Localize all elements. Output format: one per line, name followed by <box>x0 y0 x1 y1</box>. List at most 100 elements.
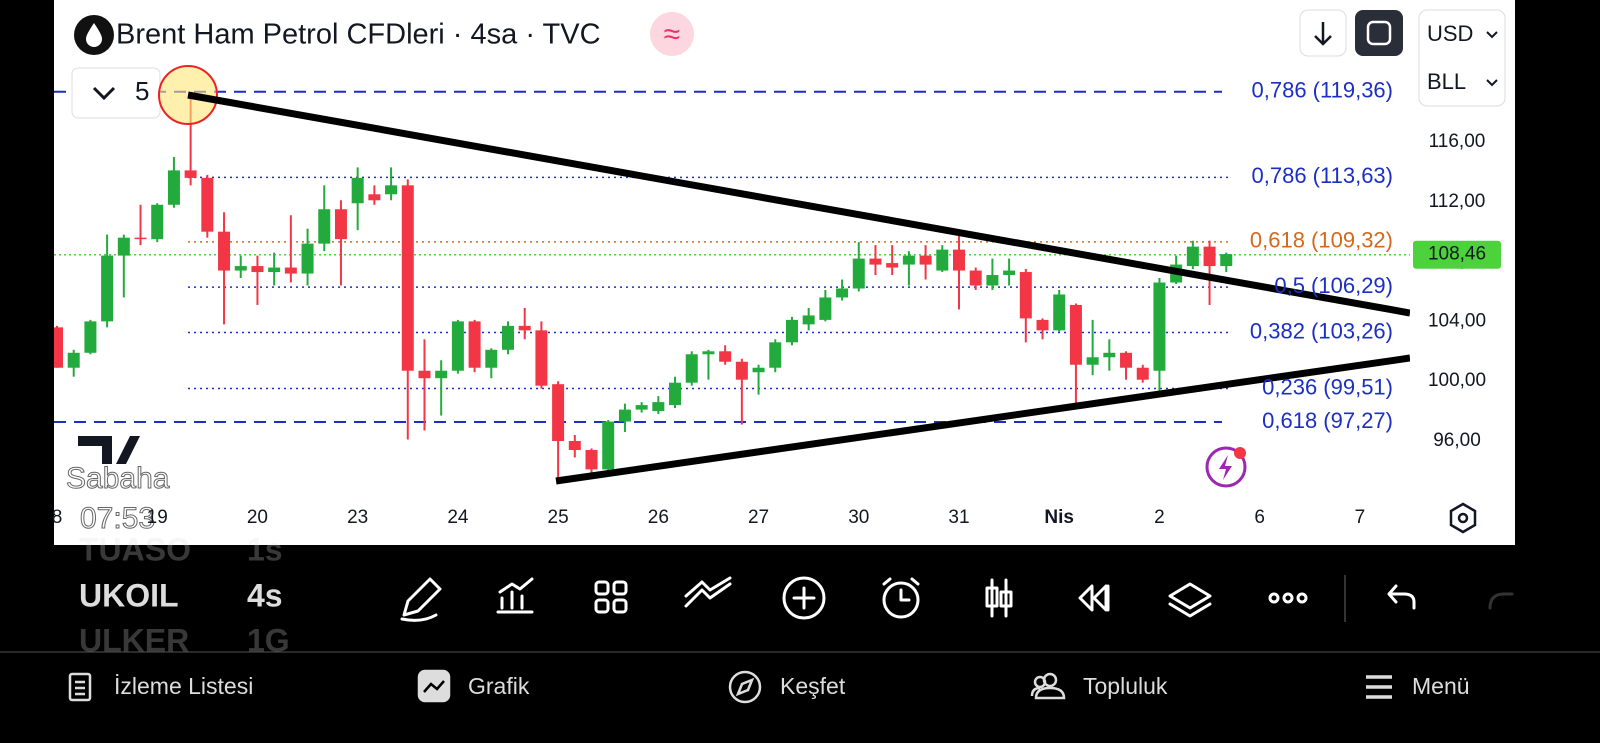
candle-body <box>117 237 130 256</box>
compare-icon[interactable] <box>684 576 732 608</box>
candle-body <box>351 177 364 204</box>
nav-label[interactable]: Menü <box>1412 673 1470 699</box>
unit[interactable]: BLL <box>1427 69 1466 94</box>
candle-body <box>134 237 147 240</box>
x-tick-label: 25 <box>548 507 569 528</box>
level-label[interactable]: 0,5 (106,29) <box>1274 273 1393 298</box>
candle-body <box>451 321 464 371</box>
undo-icon[interactable] <box>1387 584 1416 610</box>
badge[interactable] <box>650 12 694 56</box>
candle-body <box>167 170 180 205</box>
candle-body <box>785 319 798 343</box>
candle-body <box>67 352 80 368</box>
candle-body <box>1053 294 1066 331</box>
level-label[interactable]: 0,618 (109,32) <box>1250 228 1393 253</box>
explore-icon <box>728 670 762 704</box>
level-label[interactable]: 0,786 (113,63) <box>1252 163 1393 188</box>
candle-body <box>468 321 481 368</box>
candle-body <box>986 275 999 286</box>
level-label[interactable]: 0,236 (99,51) <box>1262 374 1393 399</box>
tv-logo <box>78 436 140 464</box>
candle-icon[interactable] <box>990 578 1008 618</box>
layout-icon[interactable] <box>594 580 610 596</box>
candle-body <box>84 321 97 353</box>
lines <box>75 680 85 696</box>
plot-area <box>54 90 1410 480</box>
candle-body <box>802 315 815 325</box>
watch-interval[interactable]: 1s <box>247 531 283 567</box>
more-dot[interactable] <box>1268 592 1280 604</box>
nav-label[interactable]: Keşfet <box>780 673 846 699</box>
candle-body <box>1120 352 1133 368</box>
last-price-label: 108,46 <box>1428 244 1486 265</box>
watch-symbol[interactable]: TUASO <box>79 531 191 567</box>
nav-label[interactable]: Topluluk <box>1083 673 1168 699</box>
candle-body <box>852 258 865 289</box>
symbol-title[interactable]: Brent Ham Petrol CFDleri · 4sa · TVC <box>116 19 601 51</box>
more-dot <box>1282 592 1294 604</box>
watch-interval[interactable]: 1G <box>247 622 290 658</box>
nav-label[interactable]: İzleme Listesi <box>114 673 253 699</box>
alert-icon[interactable] <box>1205 446 1247 488</box>
level-label[interactable]: 0,618 (97,27) <box>1262 408 1393 433</box>
candle-body <box>985 586 999 608</box>
fullscreen-icon <box>1366 20 1392 46</box>
candle-body <box>1019 272 1032 319</box>
candle-body <box>585 449 598 470</box>
candle-body <box>869 258 882 265</box>
candle-body <box>635 405 648 410</box>
candle-body <box>819 297 832 320</box>
candle-body <box>969 270 982 286</box>
x-tick-label: 24 <box>447 507 469 528</box>
indicators-icon[interactable] <box>496 577 534 614</box>
y-tick-label: 100,00 <box>1428 370 1486 391</box>
layout-icon <box>612 598 628 614</box>
level-label[interactable]: 0,786 (119,36) <box>1252 78 1393 103</box>
trend-line-upper[interactable] <box>187 91 1410 317</box>
add-icon[interactable] <box>782 576 826 620</box>
level-label[interactable]: 0,382 (103,26) <box>1250 318 1393 343</box>
redo-icon[interactable] <box>1488 592 1514 610</box>
layers-icon[interactable] <box>1168 582 1212 618</box>
candle-body <box>1103 352 1116 358</box>
candle-body <box>618 409 631 422</box>
currency[interactable]: USD <box>1427 21 1473 46</box>
draw-icon[interactable] <box>400 577 442 622</box>
nav-label[interactable]: Grafik <box>468 673 530 699</box>
down-icon <box>1314 22 1332 46</box>
candle-body <box>535 330 548 386</box>
x-tick-label: Nis <box>1044 507 1074 528</box>
candle-body <box>735 361 748 380</box>
candle-body <box>284 267 297 274</box>
candle-body <box>184 170 197 178</box>
replay-icon[interactable] <box>1078 584 1110 612</box>
more-dot <box>1296 592 1308 604</box>
unit-box[interactable] <box>1418 9 1506 107</box>
candle-body <box>318 209 331 244</box>
alarm-icon[interactable] <box>882 581 920 619</box>
trend-line-lower[interactable] <box>555 354 1410 485</box>
candle-body <box>1069 304 1082 365</box>
x-tick-label: 8 <box>52 507 63 528</box>
x-tick-label: 26 <box>648 507 669 528</box>
candle-body <box>101 255 114 322</box>
candle-body <box>919 255 932 265</box>
candle-body <box>999 590 1013 608</box>
settings-icon[interactable] <box>1449 502 1477 534</box>
candle-body <box>669 382 682 406</box>
watch-symbol[interactable]: UKOIL <box>79 577 179 613</box>
menu-icon <box>1366 675 1392 699</box>
candle-body <box>54 327 63 368</box>
fullscreen-button[interactable] <box>1355 10 1403 56</box>
watch-symbol[interactable]: ULKER <box>79 622 189 658</box>
candle-body <box>518 325 531 331</box>
overlay: Brent Ham Petrol CFDleri · 4sa · TVC ≈ U… <box>66 9 1506 535</box>
candle-body <box>1003 270 1016 276</box>
candle-body <box>251 266 264 273</box>
candle-body <box>234 266 247 271</box>
alarm-hands <box>882 577 920 602</box>
bottom-bar: TUASO 1s UKOIL 4s ULKER 1G İzleme Listesi Grafi… <box>0 531 1600 704</box>
watch-interval[interactable]: 4s <box>247 577 283 613</box>
candle-body <box>652 402 665 412</box>
